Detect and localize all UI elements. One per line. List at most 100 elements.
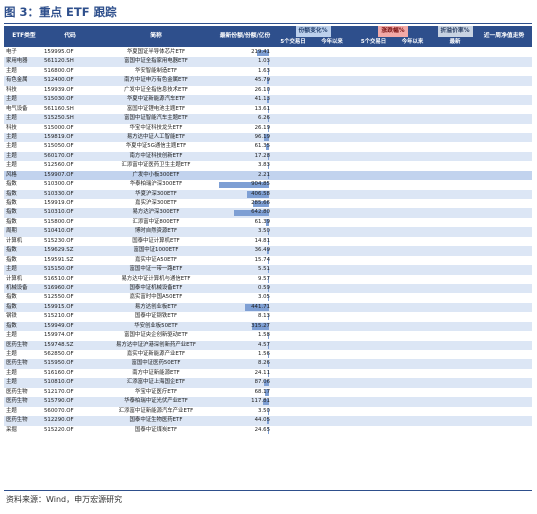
etf-name: 易方达中证沪港深创新药产业ETF [116,341,196,348]
share-value: 1.56 [257,351,270,357]
etf-share: 219.41 [216,48,272,57]
share-value: 8.13 [257,313,270,320]
etf-name: 嘉实中证A50ETF [135,256,177,263]
etf-name: 南方中证科技创新ETF [129,152,183,159]
col-price-change-ytd-header: 今年以来 [401,39,424,45]
table-row: 指数512550.OF嘉实富时中国A50ETF3.055.55.51.061.2… [4,293,532,302]
etf-code: 159819.OF [44,133,74,140]
etf-share: 2.21 [216,171,272,180]
share-bar [268,228,269,236]
table-row: 科技515000.OF华宝中证科技龙头ETF26.190.82.80.472.5… [4,124,532,133]
etf-table: 电子159995.OF华夏国证半导体芯片ETF219.411.253.02-1.… [4,48,532,435]
etf-code: 515220.OF [44,426,74,433]
etf-type: 主题 [6,133,17,140]
share-bar [265,219,269,226]
etf-share: 0.59 [216,284,272,293]
etf-type: 家用电器 [6,58,28,65]
etf-code: 512170.OF [44,388,74,395]
table-row: 指数159591.SZ嘉实中证A50ETF15.74-0.3-4.71.041.… [4,256,532,265]
table-row: 指数159629.SZ富国中证1000ETF36.49-1.31-0.750.9… [4,246,532,256]
table-row: 主题515050.OF华夏中证5G通信主题ETF61.350.41.10.130… [4,142,532,151]
etf-code: 510310.OF [44,209,74,216]
etf-type: 采掘 [6,426,17,433]
share-value: 41.13 [254,96,270,103]
etf-name: 国泰中证计算机ETF [132,237,180,244]
table-row: 主题560170.OF南方中证科技创新ETF17.280.42.10.08-1.… [4,151,532,162]
etf-code: 159915.OF [44,303,74,310]
etf-type: 主题 [6,351,17,357]
etf-share: 441.71 [216,303,272,312]
etf-type: 主题 [6,369,17,376]
etf-share: 45.79 [216,76,272,85]
share-value: 1.63 [257,67,270,74]
etf-name: 华夏国证半导体芯片ETF [126,49,186,55]
etf-share: 13.61 [216,105,272,114]
table-row: 主题159974.OF富国中证央企创新驱动ETF1.58-2.5-1.22.37… [4,331,532,340]
etf-share: 68.17 [216,388,272,397]
etf-share: 8.26 [216,359,272,368]
share-bar [268,313,269,321]
etf-type: 指数 [6,218,17,225]
col-name-header: 简称 [150,33,162,39]
etf-name: 汇添富中证800ETF [132,218,180,225]
etf-code: 159974.OF [44,332,74,339]
share-bar [268,68,269,75]
share-value: 96.19 [254,133,270,140]
etf-name: 广发中小板300ETF [132,171,180,178]
etf-type: 风格 [6,171,17,178]
etf-type: 计算机 [6,275,23,282]
etf-code: 516160.OF [44,369,74,376]
etf-share: 61.39 [216,218,272,227]
share-bar [267,125,269,132]
etf-share: 36.49 [216,246,272,255]
table-row: 电子159995.OF华夏国证半导体芯片ETF219.411.253.02-1.… [4,48,532,57]
etf-name: 富国中证锂电池主题ETF [126,105,186,112]
share-bar [266,77,269,85]
col-share-change-5d-header: 5个交易日 [280,39,306,45]
share-bar [267,370,269,377]
etf-type: 医药生物 [6,360,28,367]
share-bar [263,134,269,141]
share-value: 45.79 [254,77,270,84]
etf-name: 富国中证1000ETF [133,247,179,254]
share-value: 87.06 [254,379,270,386]
etf-code: 159919.OF [44,200,74,206]
etf-share: 24.65 [216,426,272,435]
etf-code: 159907.OF [44,171,74,178]
share-bar [268,332,269,340]
etf-code: 515000.OF [44,124,74,131]
etf-share: 3.50 [216,227,272,236]
etf-share: 26.19 [216,124,272,133]
share-bar [268,106,269,113]
share-bar [268,294,269,302]
share-value: 3.50 [257,407,270,414]
share-bar [268,342,269,349]
table-row: 主题510810.OF汇添富中证上海国企ETF87.0602.12.780.13… [4,378,532,388]
share-value: 2.21 [257,171,270,178]
etf-type: 主题 [6,67,17,74]
etf-type: 主题 [6,115,17,122]
table-row: 计算机516510.OF易方达中证计算机与通信ETF9.5707.5-1.790… [4,275,532,284]
etf-type: 科技 [6,86,17,93]
share-value: 441.71 [251,303,270,310]
table-row: 主题515030.OF华夏中证新能源汽车ETF41.13-0.210.964.8… [4,95,532,105]
table-row: 主题515250.SH富国中证智能汽车主题ETF6.26-2-5.60.626.… [4,114,532,124]
share-bar [251,323,269,330]
discount-group: 折溢价率% [434,26,476,37]
etf-type: 机械设备 [6,284,28,291]
etf-code: 515790.OF [44,398,74,405]
table-row: 主题515150.OF富国中证一带一路ETF5.510-4.5-1.644.11… [4,265,532,275]
col-share-change-ytd-header: 今年以来 [321,39,343,45]
col-trend-header: 近一周净值走势 [483,33,525,39]
etf-name: 富国中证智能汽车主题ETF [124,115,188,122]
footer-rule [4,490,532,491]
figure-title: 图 3：重点 ETF 跟踪 [4,5,117,19]
share-bar [266,96,269,104]
share-bar [268,276,269,283]
table-row: 家用电器561120.SH富国中证全指家用电器ETF1.03-4.2-5.5-3… [4,57,532,67]
etf-code: 516510.OF [44,275,74,282]
etf-share: 406.58 [216,190,272,199]
etf-share: 3.83 [216,161,272,170]
etf-type: 主题 [6,143,17,150]
table-row: 采掘515220.OF国泰中证煤炭ETF24.650.2-2.54.71-7.4… [4,426,532,435]
